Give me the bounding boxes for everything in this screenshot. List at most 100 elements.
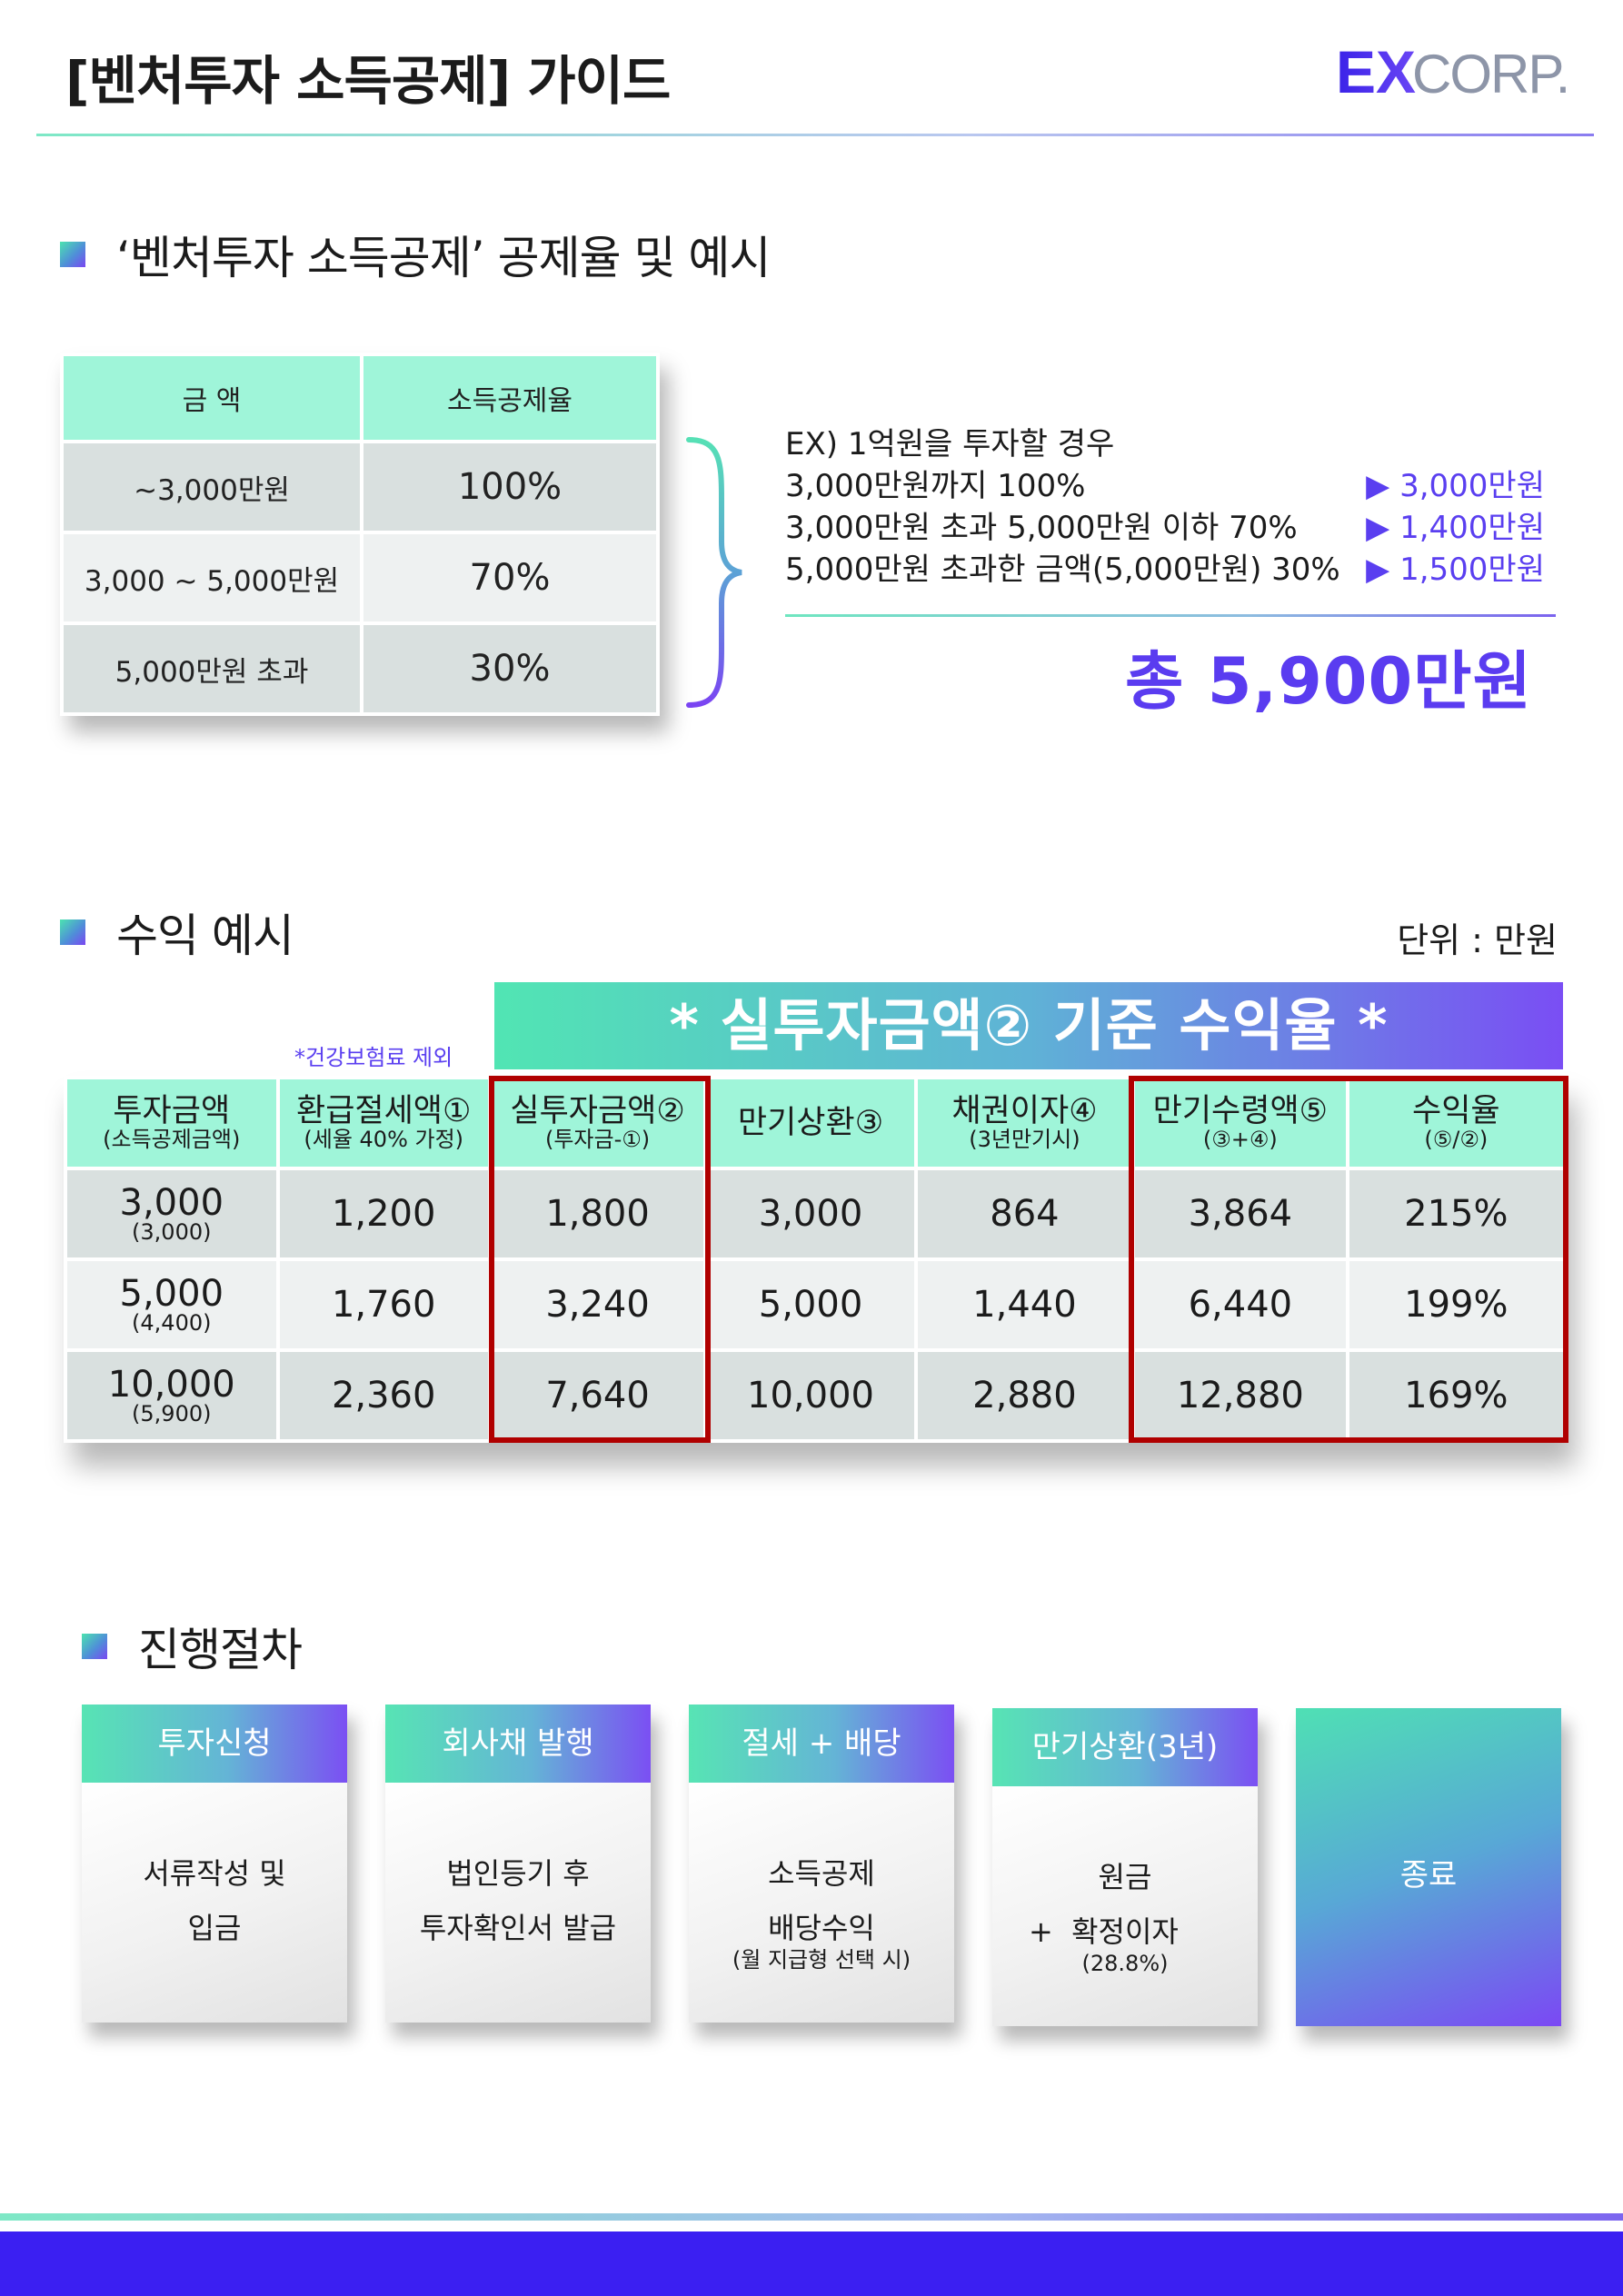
- header-sub: (3년만기시): [969, 1126, 1080, 1152]
- example-intro: EX) 1억원을 투자할 경우: [785, 426, 1115, 462]
- rate-value: 30%: [360, 621, 660, 716]
- profit-header-row: 투자금액 (소득공제금액) 환급절세액① (세율 40% 가정) 실투자금액② (투자…: [64, 1076, 1568, 1170]
- header-sub: (소득공제금액): [103, 1126, 241, 1152]
- header-main: 채권이자④: [951, 1093, 1098, 1130]
- profit-header-cell: 투자금액 (소득공제금액): [64, 1076, 280, 1170]
- profit-table: 투자금액 (소득공제금액) 환급절세액① (세율 40% 가정) 실투자금액② (투자…: [64, 1076, 1568, 1443]
- actual-cell: 7,640: [487, 1348, 708, 1443]
- yield-cell: 215%: [1345, 1167, 1568, 1261]
- invest-cell: 3,000 (3,000): [64, 1167, 280, 1261]
- rate-amount: ~3,000만원: [60, 440, 363, 534]
- header-sub: (세율 40% 가정): [304, 1126, 464, 1152]
- header-main: 투자금액: [113, 1093, 231, 1130]
- step-body: 소득공제 배당수익 (월 지급형 선택 시): [689, 1783, 954, 2023]
- invest-cell: 5,000 (4,400): [64, 1257, 280, 1352]
- interest-cell: 1,440: [913, 1257, 1136, 1352]
- rate-amount: 3,000 ~ 5,000만원: [60, 531, 363, 625]
- section-deduction-heading: ‘벤처투자 소득공제’ 공제율 및 예시: [60, 222, 771, 287]
- example-line-result: ▶ 3,000만원: [1366, 468, 1545, 504]
- section-deduction-title: ‘벤처투자 소득공제’ 공제율 및 예시: [116, 232, 771, 284]
- example-line-result: ▶ 1,400만원: [1366, 510, 1545, 546]
- header-main: 만기상환③: [737, 1104, 884, 1141]
- invest-deduction: (4,400): [132, 1310, 212, 1336]
- header-main: 환급절세액①: [296, 1093, 472, 1130]
- section-bullet-icon: [60, 242, 85, 267]
- step-title: 회사채 발행: [385, 1705, 651, 1783]
- section-bullet-icon: [82, 1634, 107, 1659]
- profit-header-cell: 만기상환③: [703, 1076, 918, 1170]
- interest-cell: 2,880: [913, 1348, 1136, 1443]
- profit-header-cell: 실투자금액② (투자금-①): [487, 1076, 708, 1170]
- invest-deduction: (3,000): [132, 1219, 212, 1245]
- refund-cell: 2,360: [275, 1348, 492, 1443]
- yield-cell: 169%: [1345, 1348, 1568, 1443]
- logo-ex-text: EX: [1336, 40, 1416, 105]
- example-divider: [785, 614, 1556, 617]
- rate-amount: 5,000만원 초과: [60, 621, 363, 716]
- invest-value: 5,000: [119, 1273, 224, 1315]
- example-line-text: 3,000만원까지 100%: [785, 468, 1086, 504]
- header-sub: (투자금-①): [544, 1126, 651, 1152]
- step-title: 투자신청: [82, 1705, 347, 1783]
- step-card: 절세 + 배당 소득공제 배당수익 (월 지급형 선택 시): [689, 1705, 954, 2023]
- step-card: 만기상환(3년) 원금 + 확정이자 (28.8%): [992, 1708, 1258, 2026]
- profit-header-cell: 수익율 (⑤/②): [1345, 1076, 1568, 1170]
- invest-cell: 10,000 (5,900): [64, 1348, 280, 1443]
- example-line: 5,000만원 초과한 금액(5,000만원) 30% ▶ 1,500만원: [785, 549, 1558, 591]
- step-title: 종료: [1399, 1857, 1458, 1893]
- interest-cell: 864: [913, 1167, 1136, 1261]
- example-line: 3,000만원까지 100% ▶ 3,000만원: [785, 465, 1558, 507]
- table-row: 3,000 ~ 5,000만원 70%: [60, 531, 660, 625]
- refund-cell: 1,200: [275, 1167, 492, 1261]
- step-subline: (28.8%): [1081, 1951, 1169, 1976]
- example-line-result: ▶ 1,500만원: [1366, 552, 1545, 588]
- step-line-text: 확정이자: [1071, 1914, 1179, 1949]
- unit-label: 단위 : 만원: [1397, 920, 1558, 960]
- insurance-note: *건강보험료 제외: [294, 1045, 453, 1070]
- header-main: 수익율: [1412, 1093, 1500, 1130]
- maturity-cell: 5,000: [703, 1257, 918, 1352]
- header-sub: (⑤/②): [1424, 1126, 1489, 1152]
- invest-value: 3,000: [119, 1182, 224, 1224]
- step-card: 투자신청 서류작성 및 입금: [82, 1705, 347, 2023]
- example-line-text: 5,000만원 초과한 금액(5,000만원) 30%: [785, 552, 1340, 588]
- step-line: 원금: [1098, 1860, 1152, 1894]
- yield-banner: * 실투자금액② 기준 수익율 *: [494, 982, 1563, 1069]
- step-line: 투자확인서 발급: [419, 1911, 617, 1945]
- invest-deduction: (5,900): [132, 1401, 212, 1426]
- maturity-cell: 3,000: [703, 1167, 918, 1261]
- header-divider: [36, 134, 1594, 136]
- section-procedure-heading: 진행절차: [82, 1614, 303, 1679]
- profit-header-cell: 채권이자④ (3년만기시): [913, 1076, 1136, 1170]
- yield-cell: 199%: [1345, 1257, 1568, 1352]
- footer-divider: [0, 2213, 1623, 2221]
- maturity-cell: 10,000: [703, 1348, 918, 1443]
- invest-value: 10,000: [107, 1364, 235, 1406]
- rate-value: 70%: [360, 531, 660, 625]
- section-profit-title: 수익 예시: [116, 909, 294, 962]
- header-sub: (③+④): [1202, 1126, 1278, 1152]
- step-line: 배당수익: [768, 1911, 875, 1945]
- logo-corp-text: CORP.: [1412, 44, 1568, 104]
- footer-band: [0, 2231, 1623, 2296]
- step-card: 회사채 발행 법인등기 후 투자확인서 발급: [385, 1705, 651, 2023]
- step-card-final: 종료: [1296, 1708, 1561, 2026]
- step-line: 입금: [187, 1911, 242, 1945]
- rate-header-rate: 소득공제율: [360, 353, 660, 443]
- step-subline: (월 지급형 선택 시): [732, 1947, 911, 1973]
- actual-cell: 3,240: [487, 1257, 708, 1352]
- rate-header-amount: 금 액: [60, 353, 363, 443]
- step-line: + 확정이자: [992, 1904, 1258, 1959]
- received-cell: 6,440: [1131, 1257, 1349, 1352]
- refund-cell: 1,760: [275, 1257, 492, 1352]
- table-row: ~3,000만원 100%: [60, 440, 660, 534]
- header-main: 실투자금액②: [510, 1093, 685, 1130]
- example-line-text: 3,000만원 초과 5,000만원 이하 70%: [785, 510, 1298, 546]
- curly-brace-icon: [686, 437, 742, 708]
- step-title: 절세 + 배당: [689, 1705, 954, 1783]
- step-line: 소득공제: [768, 1856, 875, 1891]
- profit-header-cell: 환급절세액① (세율 40% 가정): [275, 1076, 492, 1170]
- deduction-example: EX) 1억원을 투자할 경우 3,000만원까지 100% ▶ 3,000만원…: [785, 423, 1558, 591]
- step-body: 원금 + 확정이자 (28.8%): [992, 1786, 1258, 2026]
- page-title: [벤처투자 소득공제] 가이드: [65, 50, 671, 112]
